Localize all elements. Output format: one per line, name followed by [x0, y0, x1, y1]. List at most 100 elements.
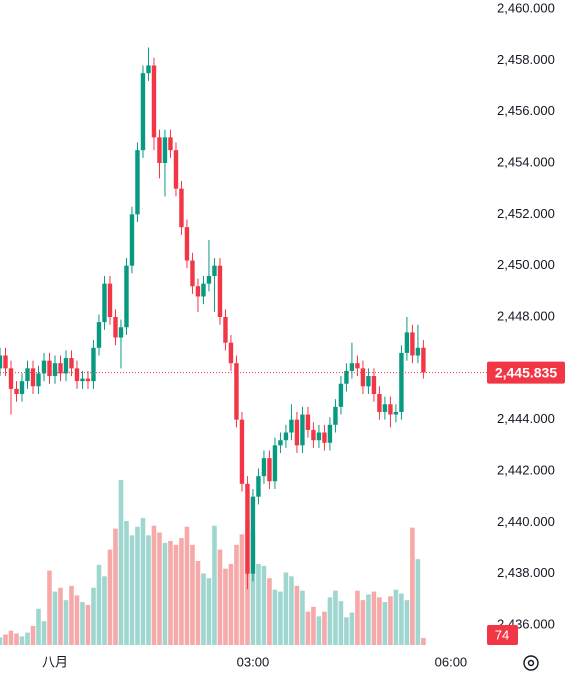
volume-bar — [223, 568, 228, 645]
y-tick-label: 2,454.000 — [497, 154, 555, 169]
volume-bar — [212, 525, 217, 645]
candle-body — [371, 376, 377, 395]
candle-body — [36, 373, 41, 387]
candle-body — [113, 317, 118, 338]
volume-bar — [261, 565, 267, 645]
volume-bar — [179, 538, 184, 645]
volume-bar — [371, 591, 377, 645]
candle-body — [322, 432, 327, 443]
candle-body — [333, 406, 338, 425]
volume-bar — [410, 527, 415, 645]
candle-body — [157, 137, 162, 163]
volume-bar — [300, 590, 305, 645]
settings-icon[interactable] — [523, 655, 539, 671]
volume-bar — [151, 525, 157, 645]
candle-body — [212, 265, 217, 276]
candle-body — [278, 440, 283, 446]
volume-bar — [135, 526, 140, 645]
volume-bar — [239, 534, 245, 645]
candle-body — [316, 432, 322, 441]
candle-body — [168, 137, 173, 151]
candle-body — [162, 137, 168, 163]
candle-body — [388, 404, 393, 415]
candle-body — [129, 214, 135, 266]
candle-body — [102, 283, 107, 323]
candle-body — [179, 188, 184, 228]
candle-body — [63, 358, 69, 374]
candle-body — [80, 378, 85, 382]
candle-body — [14, 388, 19, 395]
volume-bar — [256, 563, 261, 645]
candle-body — [47, 360, 52, 377]
candle-body — [41, 360, 47, 374]
volume-bar — [283, 572, 289, 645]
volume-bar — [91, 587, 96, 645]
candle-body — [195, 286, 201, 297]
volume-bar — [124, 520, 129, 645]
volume-bar — [19, 636, 25, 645]
volume-bar — [25, 632, 30, 645]
x-tick-label: 06:00 — [435, 654, 468, 669]
volume-bar — [3, 634, 8, 645]
y-tick-label: 2,456.000 — [497, 103, 555, 118]
candle-body — [58, 363, 63, 374]
candle-body — [338, 383, 344, 407]
volume-bar — [311, 606, 316, 645]
candle-body — [140, 73, 146, 151]
volume-bar — [195, 561, 201, 645]
y-tick-label: 2,442.000 — [497, 462, 555, 477]
volume-bar — [52, 591, 58, 645]
candle-body — [366, 376, 371, 387]
candle-body — [289, 419, 294, 433]
volume-bar — [30, 625, 36, 645]
volume-bar — [278, 591, 283, 645]
candle-body — [190, 260, 195, 287]
volume-bar — [377, 597, 382, 645]
candle-body — [410, 332, 415, 356]
volume-bar — [85, 604, 91, 645]
y-tick-label: 2,460.000 — [497, 0, 555, 15]
volume-bar — [129, 535, 135, 645]
candle-body — [311, 429, 316, 441]
volume-bar — [107, 549, 113, 645]
gear-outline — [523, 655, 539, 671]
volume-bar — [267, 578, 272, 645]
candle-body — [52, 363, 58, 377]
candle-body — [19, 381, 25, 395]
volume-bar — [234, 544, 239, 645]
volume-bar — [333, 590, 338, 645]
candle-body — [349, 363, 355, 371]
volume-bar — [388, 596, 393, 645]
candle-body — [96, 322, 102, 348]
candle-body — [250, 496, 256, 574]
candle-body — [173, 150, 179, 189]
candle-body — [107, 283, 113, 318]
candle-body — [228, 342, 234, 364]
volume-bar — [421, 637, 426, 645]
volume-bar — [41, 621, 47, 645]
candle-body — [201, 283, 206, 297]
volume-bar — [173, 544, 179, 645]
volume-bar — [58, 587, 63, 645]
volume-bar — [289, 576, 294, 645]
candle-body — [360, 368, 366, 387]
volume-bar — [190, 544, 195, 645]
candle-body — [146, 65, 151, 74]
volume-bar — [63, 600, 69, 645]
candle-body — [30, 368, 36, 387]
volume-bar — [102, 576, 107, 645]
volume-bar — [96, 564, 102, 645]
y-tick-label: 2,458.000 — [497, 52, 555, 67]
volume-bar — [338, 601, 344, 645]
candle-body — [261, 458, 267, 477]
volume-bar — [316, 616, 322, 645]
candle-body — [3, 355, 8, 369]
candle-body — [74, 368, 80, 382]
x-tick-label: 03:00 — [237, 654, 270, 669]
candle-body — [206, 275, 212, 284]
volume-bar — [146, 535, 151, 645]
candle-body — [245, 483, 250, 574]
y-tick-label: 2,438.000 — [497, 565, 555, 580]
volume-bar — [80, 602, 85, 645]
volume-bar — [305, 611, 311, 645]
